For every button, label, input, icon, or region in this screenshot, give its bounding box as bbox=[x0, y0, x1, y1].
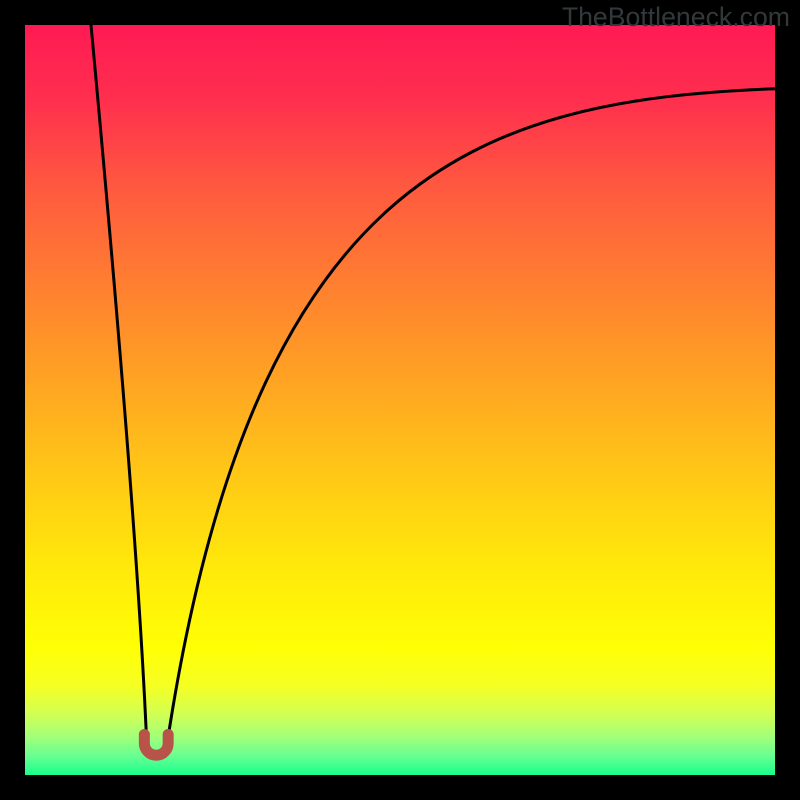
watermark-text: TheBottleneck.com bbox=[562, 2, 790, 33]
curve-layer bbox=[25, 25, 775, 775]
plot-area bbox=[25, 25, 775, 775]
bottleneck-curve-path bbox=[91, 25, 775, 756]
dip-marker bbox=[144, 734, 168, 755]
chart-container: TheBottleneck.com bbox=[0, 0, 800, 800]
